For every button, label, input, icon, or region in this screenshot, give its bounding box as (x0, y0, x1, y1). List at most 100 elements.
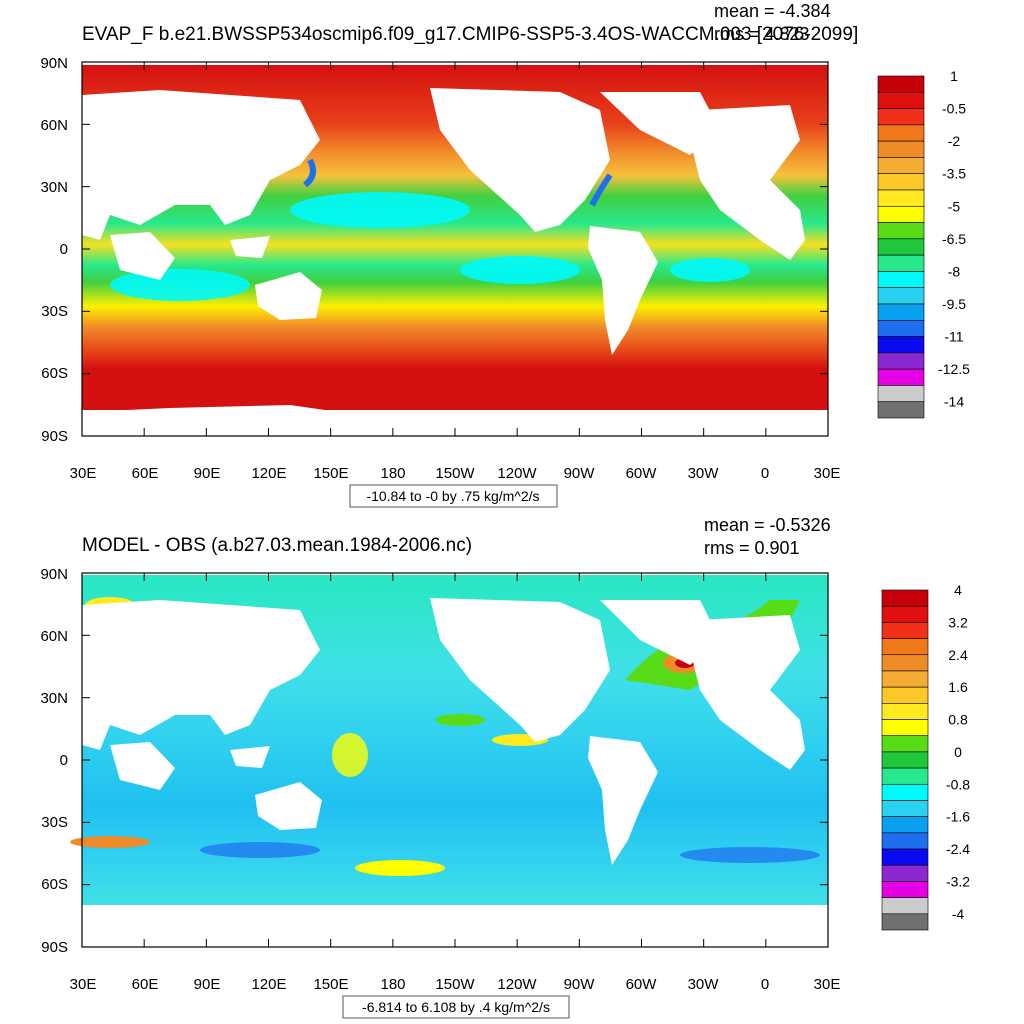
colorbar-label: -2 (948, 133, 961, 149)
colorbar-swatch (881, 767, 929, 785)
colorbar-swatch (877, 254, 925, 272)
lon-tick-label: 90W (564, 976, 596, 993)
colorbar-swatch (877, 238, 925, 256)
colorbar-swatch (877, 352, 925, 370)
colorbar-swatch (881, 670, 929, 688)
colorbar-swatch (881, 832, 929, 850)
south-indian-anomaly (70, 836, 150, 848)
colorbar-swatch (877, 157, 925, 175)
colorbar-swatch (881, 897, 929, 915)
lat-tick-label: 60N (40, 628, 68, 645)
panel-1-colorbar: 1 -0.5 -2 -3.5 -5 -6.5 -8 -9.5 -11 -12.5 -14 (877, 68, 970, 419)
south-pacific-anomaly (355, 860, 445, 876)
colorbar-swatch (881, 703, 929, 720)
panel-1-range-label: -10.84 to -0 by .75 kg/m^2/s (366, 488, 539, 504)
colorbar-swatch (877, 385, 925, 403)
lat-tick-label: 0 (60, 752, 68, 769)
lon-tick-label: 60W (626, 976, 658, 993)
lon-tick-label: 60W (626, 465, 658, 482)
lon-tick-label: 150E (313, 976, 348, 993)
north-pacific-core (290, 192, 470, 228)
panel-1-rms: rms = 4.823 (714, 24, 810, 44)
panel-2-map (70, 572, 829, 948)
lon-tick-label: 120E (251, 465, 286, 482)
colorbar-swatch (881, 589, 929, 607)
colorbar-swatch (877, 222, 925, 240)
colorbar-swatch (877, 108, 925, 126)
colorbar-label: -0.8 (946, 776, 970, 792)
lon-tick-label: 30W (688, 465, 720, 482)
colorbar-swatch (877, 271, 925, 289)
colorbar-swatch (881, 622, 929, 639)
colorbar-swatch (877, 368, 925, 386)
panel-2-land (82, 598, 828, 947)
lat-tick-label: 90N (40, 566, 68, 583)
west-pacific-anomaly (332, 733, 368, 777)
colorbar-swatch (881, 719, 929, 737)
axis-ticks (81, 572, 829, 948)
lat-tick-label: 60S (41, 876, 68, 893)
central-pacific-anomaly (435, 714, 485, 726)
lon-tick-label: 90W (564, 465, 596, 482)
colorbar-swatch (877, 75, 925, 93)
panel-2-rms: rms = 0.901 (704, 538, 800, 558)
panel-2-range-box: -6.814 to 6.108 by .4 kg/m^2/s (342, 995, 570, 1019)
panel-1-land (82, 88, 828, 436)
colorbar-label: -1.6 (946, 809, 970, 825)
lon-tick-label: 0 (761, 465, 769, 482)
lon-tick-label: 90E (194, 465, 221, 482)
colorbar-label: -3.2 (946, 873, 970, 889)
lon-tick-label: 60E (132, 465, 159, 482)
colorbar-label: -8 (948, 263, 961, 279)
lon-tick-label: 120E (251, 976, 286, 993)
colorbar-label: -0.5 (942, 101, 966, 117)
panel-1-map (81, 61, 829, 437)
colorbar-swatch (877, 287, 925, 305)
colorbar-swatch (881, 881, 929, 898)
panel-2-lat-axis: 90N 60N 30N 0 30S 60S 90S (40, 566, 68, 956)
panel-1: EVAP_F b.e21.BWSSP534oscmip6.f09_g17.CMI… (40, 1, 970, 508)
panel-2: MODEL - OBS (a.b27.03.mean.1984-2006.nc)… (40, 515, 970, 1019)
gulf-stream-band (589, 173, 613, 207)
colorbar-swatch (881, 864, 929, 882)
south-atlantic-negative (680, 847, 820, 863)
colorbar-label: 0 (954, 744, 962, 760)
colorbar-swatch (881, 783, 929, 801)
colorbar-swatch (881, 751, 929, 769)
colorbar-swatch (881, 605, 929, 623)
lon-tick-label: 150E (313, 465, 348, 482)
lat-tick-label: 0 (60, 241, 68, 258)
lat-tick-label: 90S (41, 939, 68, 956)
colorbar-label: 0.8 (948, 712, 968, 728)
colorbar-swatch (877, 91, 925, 109)
lon-tick-label: 30E (814, 465, 841, 482)
colorbar-swatch (877, 173, 925, 191)
colorbar-label: -5 (948, 198, 961, 214)
colorbar-label: -9.5 (942, 296, 966, 312)
lat-tick-label: 30N (40, 690, 68, 707)
panel-1-mean: mean = -4.384 (714, 1, 831, 21)
colorbar-label: 2.4 (948, 647, 968, 663)
lon-tick-label: 30W (688, 976, 720, 993)
colorbar-swatch (881, 848, 929, 866)
lat-tick-label: 60S (41, 365, 68, 382)
southern-ocean-negative (200, 842, 320, 858)
lat-tick-label: 30N (40, 179, 68, 196)
lat-tick-label: 30S (41, 303, 68, 320)
colorbar-swatch (881, 735, 929, 753)
colorbar-swatch (877, 189, 925, 207)
colorbar-swatch (881, 913, 929, 931)
colorbar-swatch (877, 303, 925, 321)
colorbar-label: -11 (944, 329, 963, 345)
lon-tick-label: 120W (497, 976, 537, 993)
lon-tick-label: 60E (132, 976, 159, 993)
panel-2-range-label: -6.814 to 6.108 by .4 kg/m^2/s (362, 999, 550, 1015)
colorbar-swatch (881, 800, 929, 817)
panel-2-lon-axis: 30E 60E 90E 120E 150E 180 150W 120W 90W … (70, 976, 841, 993)
lon-tick-label: 30E (814, 976, 841, 993)
lon-tick-label: 180 (380, 976, 405, 993)
colorbar-label: -14 (944, 394, 964, 410)
colorbar-label: -6.5 (942, 231, 966, 247)
colorbar-label: 3.2 (948, 614, 968, 630)
